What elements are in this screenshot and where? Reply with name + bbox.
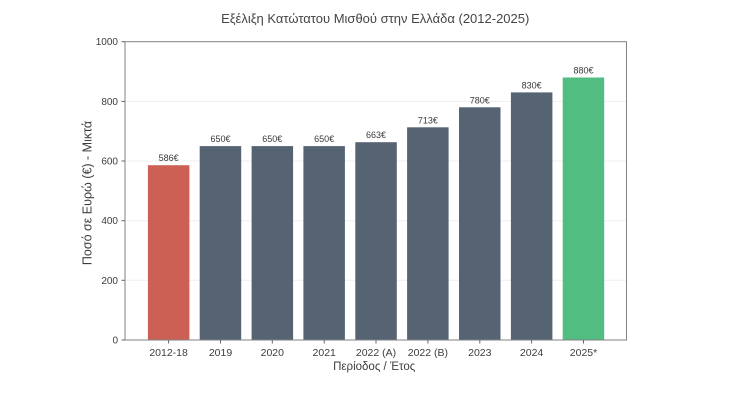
svg-text:0: 0 bbox=[112, 336, 118, 347]
svg-text:650€: 650€ bbox=[210, 134, 230, 144]
svg-text:400: 400 bbox=[101, 216, 118, 227]
svg-text:2022 (B): 2022 (B) bbox=[408, 347, 448, 359]
svg-text:586€: 586€ bbox=[159, 153, 179, 163]
svg-text:2022 (A): 2022 (A) bbox=[356, 347, 396, 359]
svg-text:2019: 2019 bbox=[209, 347, 233, 359]
svg-text:2025*: 2025* bbox=[570, 347, 597, 359]
svg-text:Ποσό σε Ευρώ (€) - Μικτά: Ποσό σε Ευρώ (€) - Μικτά bbox=[81, 121, 95, 265]
svg-text:200: 200 bbox=[101, 276, 118, 287]
svg-text:Περίοδος / Έτος: Περίοδος / Έτος bbox=[333, 361, 416, 373]
svg-text:780€: 780€ bbox=[470, 95, 490, 105]
svg-text:2021: 2021 bbox=[313, 347, 337, 359]
svg-text:663€: 663€ bbox=[366, 130, 386, 140]
svg-text:650€: 650€ bbox=[314, 134, 334, 144]
svg-text:2023: 2023 bbox=[468, 347, 492, 359]
svg-text:800: 800 bbox=[101, 97, 118, 108]
svg-text:713€: 713€ bbox=[418, 115, 438, 125]
svg-text:2020: 2020 bbox=[261, 347, 285, 359]
svg-text:650€: 650€ bbox=[262, 134, 282, 144]
svg-text:Εξέλιξη Κατώτατου Μισθού στην: Εξέλιξη Κατώτατου Μισθού στην Ελλάδα (20… bbox=[221, 11, 529, 26]
svg-text:830€: 830€ bbox=[522, 80, 542, 90]
svg-text:1000: 1000 bbox=[96, 37, 119, 48]
svg-text:600: 600 bbox=[101, 157, 118, 168]
svg-text:880€: 880€ bbox=[573, 66, 593, 76]
svg-text:2024: 2024 bbox=[520, 347, 544, 359]
svg-text:2012-18: 2012-18 bbox=[149, 347, 188, 359]
